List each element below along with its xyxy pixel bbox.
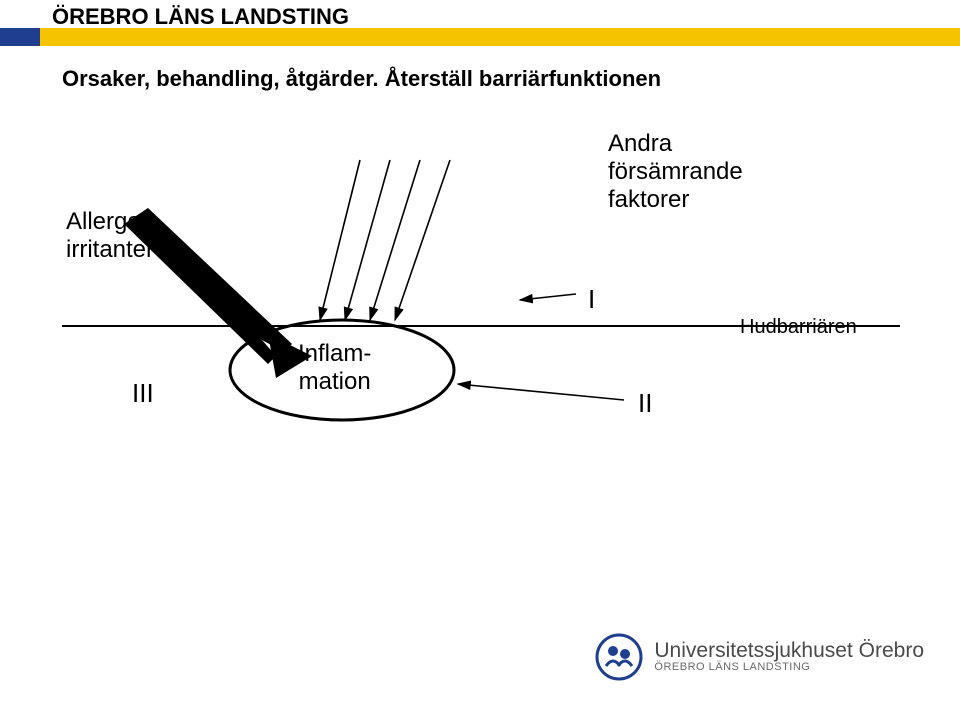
footer-sub-text: ÖREBRO LÄNS LANDSTING [654,662,924,674]
footer-logo: Universitetssjukhuset Örebro ÖREBRO LÄNS… [594,632,924,682]
diagram-svg [0,0,960,706]
arrow-I [520,294,576,300]
thin-arrow [320,160,360,320]
thin-arrow [370,160,420,320]
footer-main-text: Universitetssjukhuset Örebro [654,640,924,662]
thin-arrow [345,160,390,320]
thin-arrows-group [320,160,450,320]
arrow-II [458,384,624,400]
hospital-logo-icon [594,632,644,682]
thin-arrow [395,160,450,320]
big-arrow [124,208,312,378]
